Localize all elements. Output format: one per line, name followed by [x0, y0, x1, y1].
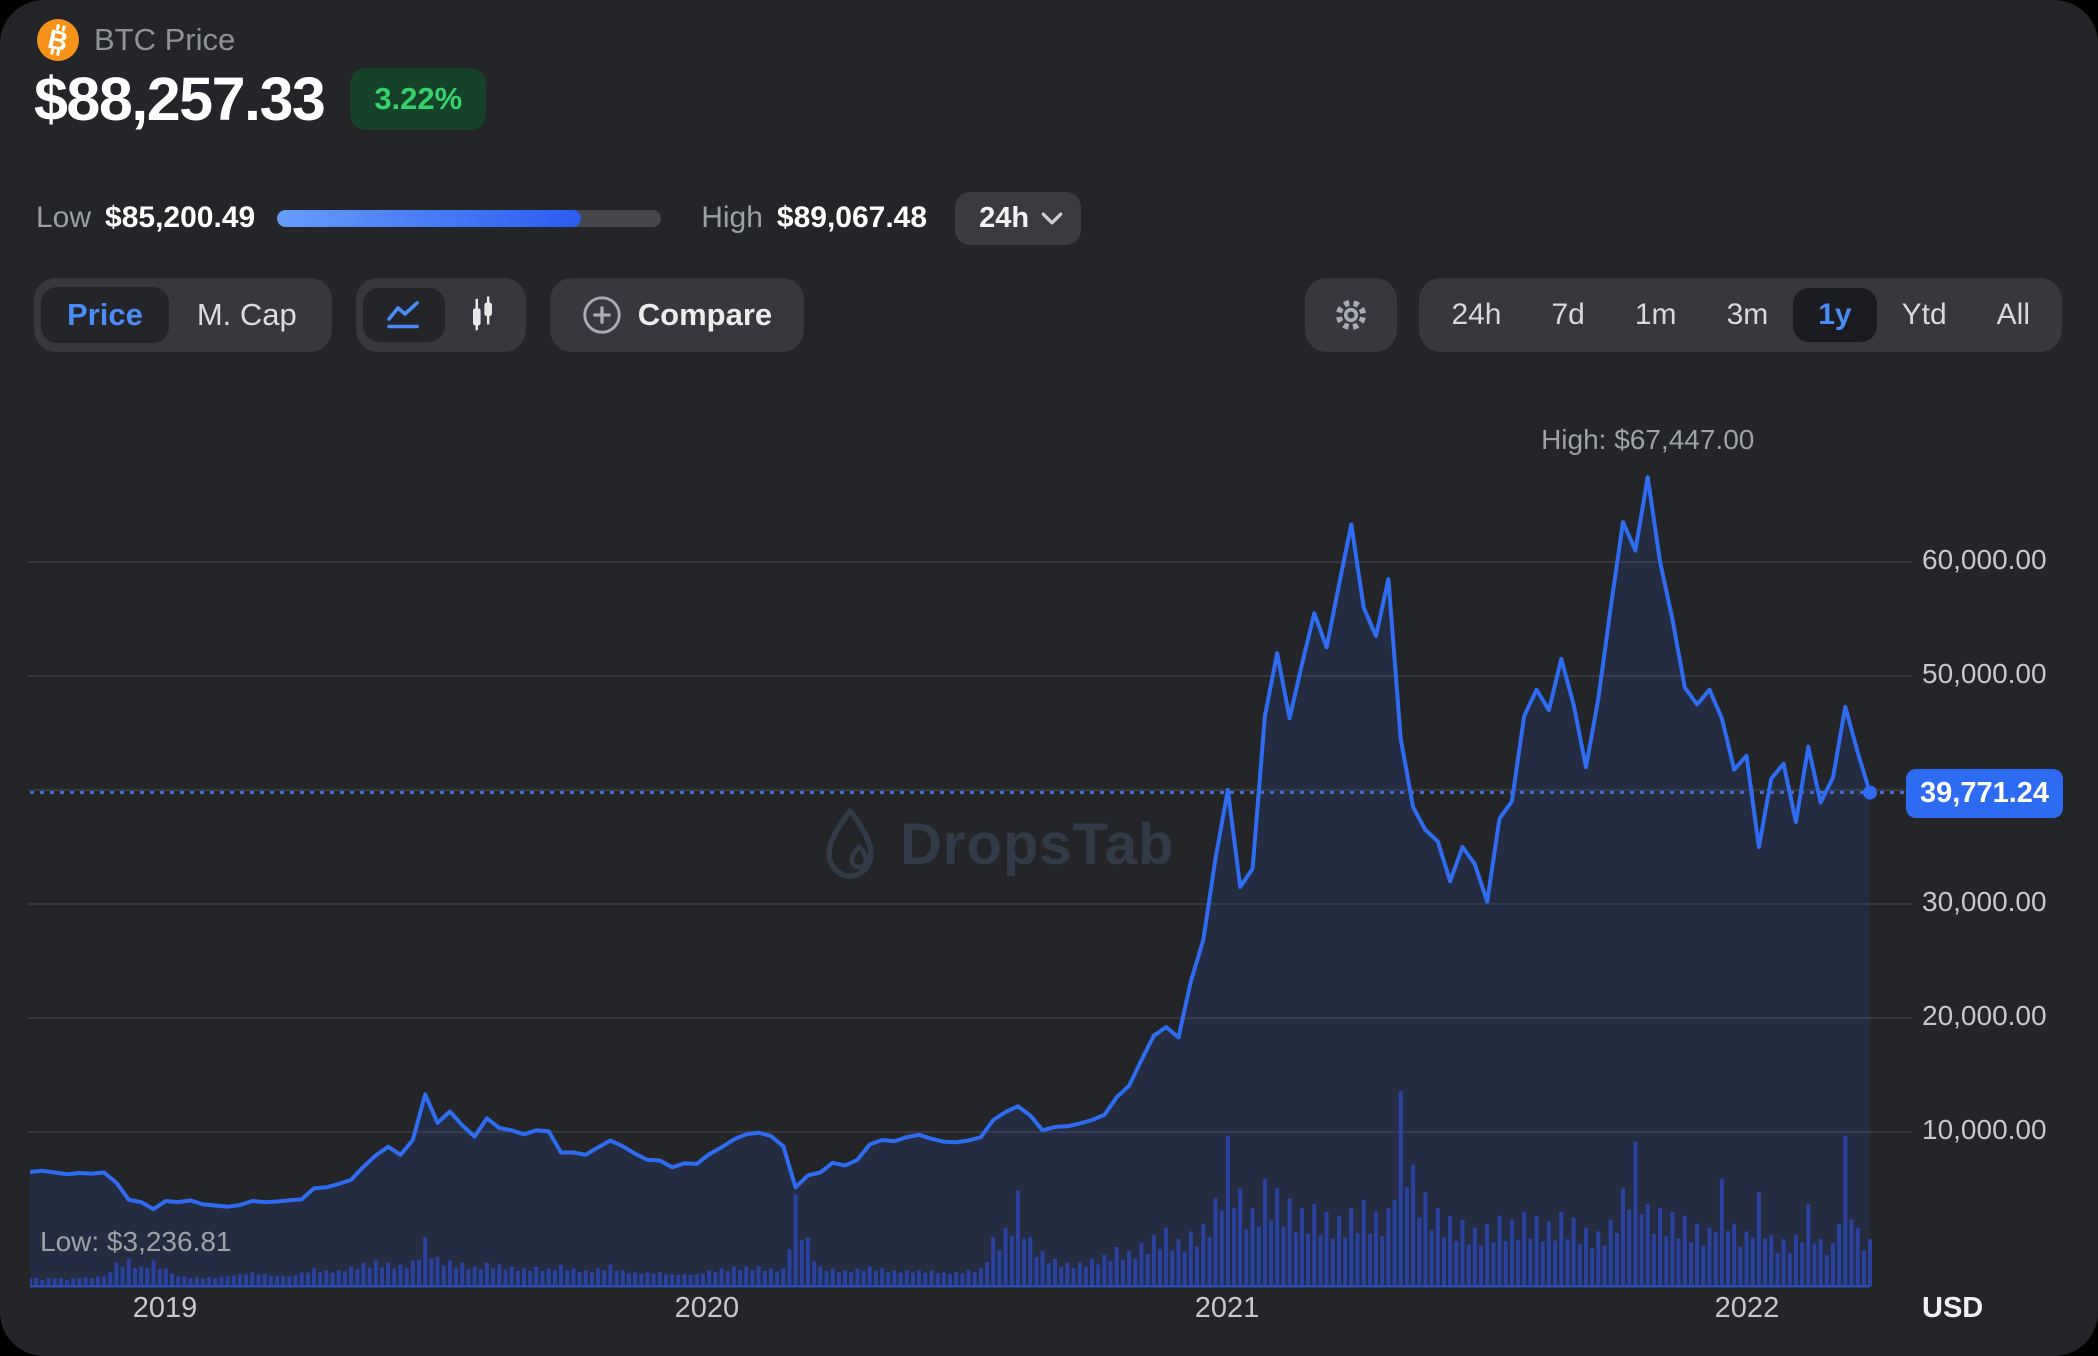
- line-chart-type-button[interactable]: [362, 288, 445, 342]
- price-change-badge: 3.22%: [350, 68, 487, 130]
- current-price: $88,257.33: [34, 65, 326, 133]
- tab-market-cap[interactable]: M. Cap: [196, 297, 297, 332]
- chart-settings-button[interactable]: [1305, 278, 1398, 352]
- y-axis-label-50000: 50,000.00: [1922, 658, 2047, 689]
- range-tab-24h[interactable]: 24h: [1451, 298, 1502, 331]
- coin-name-label: BTC Price: [94, 22, 236, 57]
- range-tabs: 24h 7d 1m 3m 1y Ytd All: [1419, 278, 2062, 352]
- range-tab-3m[interactable]: 3m: [1726, 298, 1769, 331]
- low-label: Low: [36, 201, 92, 234]
- y-axis-label-10000: 10,000.00: [1922, 1114, 2047, 1145]
- coin-header: B BTC Price: [36, 18, 235, 62]
- volume-baseline: [30, 1285, 1870, 1288]
- watermark: DropsTab: [818, 806, 1174, 882]
- timeframe-dropdown-value: 24h: [979, 201, 1030, 234]
- chart-toolbar: Price M. Cap: [0, 278, 2098, 352]
- tab-price[interactable]: Price: [41, 287, 169, 343]
- toolbar-right-group: 24h 7d 1m 3m 1y Ytd All: [1305, 278, 2062, 352]
- gridline-40000: [28, 789, 1912, 791]
- gridline-20000: [28, 1017, 1912, 1019]
- compare-button[interactable]: Compare: [549, 278, 805, 352]
- low-value: $85,200.49: [105, 201, 256, 234]
- gear-icon: [1336, 299, 1367, 331]
- gridline-30000: [28, 903, 1912, 905]
- current-price-dotted-line: [30, 791, 1906, 794]
- price-area-fill: [30, 477, 1870, 1287]
- low-annotation: Low: $3,236.81: [40, 1226, 232, 1257]
- y-axis-label-20000: 20,000.00: [1922, 1000, 2047, 1031]
- range-tab-all[interactable]: All: [1996, 298, 2030, 331]
- high-annotation: High: $67,447.00: [1541, 424, 1755, 455]
- x-axis-label-2021: 2021: [1194, 1292, 1260, 1324]
- price-line: [30, 475, 1872, 1212]
- chart-type-toggle: [355, 278, 526, 352]
- gridline-10000: [28, 1131, 1912, 1133]
- high-label: High: [701, 201, 763, 234]
- price-row: $88,257.33 3.22%: [34, 64, 487, 134]
- low-high-progress-fill: [277, 209, 581, 227]
- chevron-down-icon: [1041, 212, 1063, 224]
- gridline-60000: [28, 561, 1912, 563]
- currency-unit-label: USD: [1922, 1292, 1984, 1324]
- range-tab-1y[interactable]: 1y: [1793, 288, 1877, 342]
- price-line-end-dot: [1863, 785, 1877, 800]
- range-tab-ytd[interactable]: Ytd: [1901, 298, 1947, 331]
- candlestick-chart-type-button[interactable]: [445, 284, 519, 346]
- high-value: $89,067.48: [776, 201, 928, 234]
- x-axis-label-2020: 2020: [674, 1292, 740, 1324]
- watermark-text: DropsTab: [900, 811, 1175, 877]
- price-chart-plot[interactable]: [30, 420, 1905, 1290]
- line-chart-icon: [386, 301, 419, 329]
- droplet-logo-icon: [826, 808, 874, 879]
- low-high-progress-bar: [277, 209, 662, 227]
- daily-range-row: Low $85,200.49 High $89,067.48 24h: [36, 191, 1082, 245]
- range-tab-7d[interactable]: 7d: [1551, 298, 1585, 331]
- plus-circle-icon: [583, 296, 621, 334]
- gridline-50000: [28, 675, 1912, 677]
- metric-toggle: Price M. Cap: [34, 278, 332, 352]
- bitcoin-icon: B: [37, 19, 79, 61]
- x-axis-label-2022: 2022: [1714, 1292, 1780, 1324]
- compare-button-label: Compare: [637, 297, 773, 332]
- range-tab-1m[interactable]: 1m: [1634, 298, 1677, 331]
- volume-bars: [30, 1091, 1872, 1287]
- current-price-axis-tag: 39,771.24: [1906, 769, 2064, 818]
- y-axis-label-60000: 60,000.00: [1922, 544, 2047, 575]
- timeframe-dropdown[interactable]: 24h: [955, 191, 1082, 245]
- y-axis-label-30000: 30,000.00: [1922, 886, 2047, 917]
- toolbar-left-group: Price M. Cap: [34, 278, 805, 352]
- candlestick-icon: [472, 296, 492, 331]
- x-axis-label-2019: 2019: [132, 1292, 198, 1324]
